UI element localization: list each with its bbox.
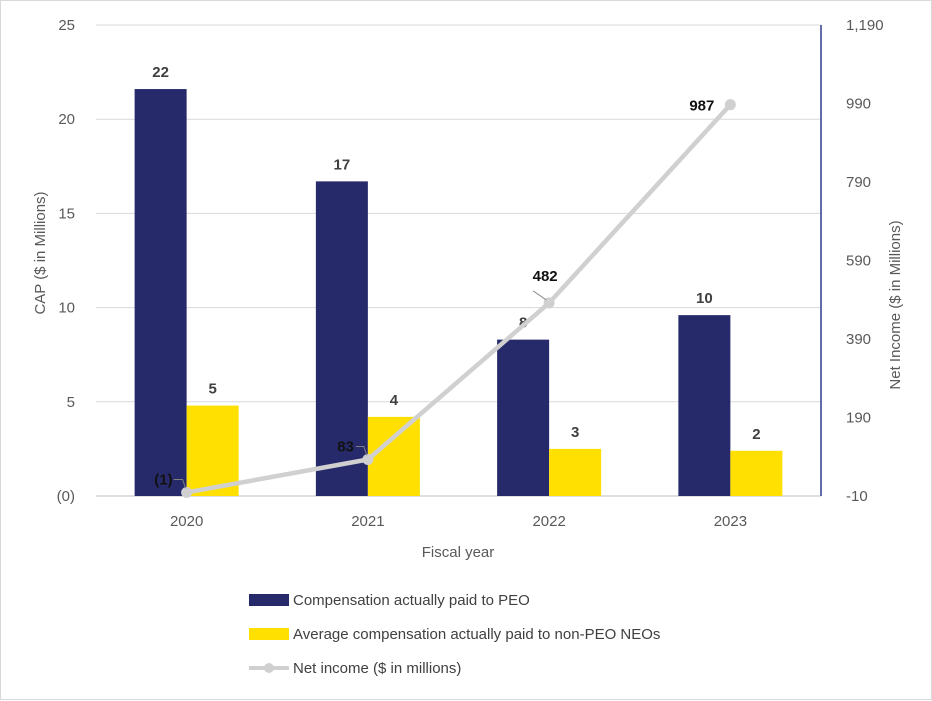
right-tick-label: -10 — [846, 488, 868, 505]
peo-bar — [678, 315, 731, 496]
x-tick-label: 2021 — [351, 513, 384, 530]
peo-bar-label: 10 — [696, 290, 713, 307]
x-axis-ticks: 2020 2021 2022 2023 — [170, 513, 747, 530]
legend-item: Average compensation actually paid to no… — [249, 626, 660, 643]
net-income-point — [181, 486, 193, 498]
leader-line — [173, 478, 187, 489]
non-peo-bar — [186, 405, 239, 496]
x-tick-label: 2022 — [532, 513, 565, 530]
peo-bar — [134, 89, 187, 496]
non-peo-bar-label: 3 — [571, 424, 579, 441]
x-axis-title: Fiscal year — [422, 544, 495, 561]
net-income-label: 987 — [689, 98, 714, 115]
non-peo-bar — [549, 448, 602, 496]
right-tick-label: 1,190 — [846, 17, 884, 34]
right-tick-label: 590 — [846, 253, 871, 270]
net-income-data-labels: (1) 83 482 987 — [154, 98, 714, 489]
net-income-label: (1) — [154, 471, 172, 488]
net-income-point — [543, 297, 555, 309]
net-income-label: 83 — [337, 438, 354, 455]
peo-bar-label: 22 — [152, 64, 169, 81]
x-tick-label: 2020 — [170, 513, 203, 530]
legend-label: Average compensation actually paid to no… — [293, 626, 660, 643]
peo-bar-label: 17 — [334, 156, 351, 173]
leader-line — [532, 290, 547, 301]
right-tick-label: 390 — [846, 331, 871, 348]
leader-line — [355, 445, 368, 456]
left-tick-label: (0) — [57, 488, 75, 505]
legend-item: Compensation actually paid to PEO — [249, 592, 530, 609]
net-income-line — [181, 99, 736, 498]
left-tick-label: 25 — [58, 17, 75, 34]
x-tick-label: 2023 — [714, 513, 747, 530]
net-income-swatch-marker — [264, 663, 274, 673]
non-peo-bar-label: 2 — [752, 426, 760, 443]
legend-label: Compensation actually paid to PEO — [293, 592, 530, 609]
left-axis-ticks: (0) 5 10 15 20 25 — [57, 17, 75, 505]
left-tick-label: 20 — [58, 111, 75, 128]
right-axis-ticks: -10 190 390 590 790 990 1,190 — [846, 17, 884, 505]
left-tick-label: 5 — [67, 394, 75, 411]
right-tick-label: 790 — [846, 174, 871, 191]
non-peo-swatch — [249, 628, 289, 640]
right-tick-label: 990 — [846, 96, 871, 113]
non-peo-bar-label: 5 — [208, 381, 216, 398]
left-tick-label: 10 — [58, 300, 75, 317]
left-tick-label: 15 — [58, 205, 75, 222]
net-income-point — [724, 99, 736, 111]
peo-bar — [315, 181, 368, 496]
net-income-point — [362, 453, 374, 465]
non-peo-bar — [367, 416, 420, 496]
non-peo-bar — [730, 450, 783, 496]
net-income-label: 482 — [533, 268, 558, 285]
legend: Compensation actually paid to PEO Average… — [249, 592, 660, 677]
right-axis-title: Net Income ($ in Millions) — [887, 220, 904, 389]
legend-label: Net income ($ in millions) — [293, 660, 461, 677]
left-axis-title: CAP ($ in Millions) — [32, 191, 49, 314]
right-tick-label: 190 — [846, 410, 871, 427]
peo-bar — [497, 339, 550, 496]
peo-swatch — [249, 594, 289, 606]
legend-item: Net income ($ in millions) — [249, 660, 461, 677]
net-income-path — [186, 103, 733, 495]
non-peo-bar-label: 4 — [390, 392, 399, 409]
bars — [134, 89, 783, 496]
